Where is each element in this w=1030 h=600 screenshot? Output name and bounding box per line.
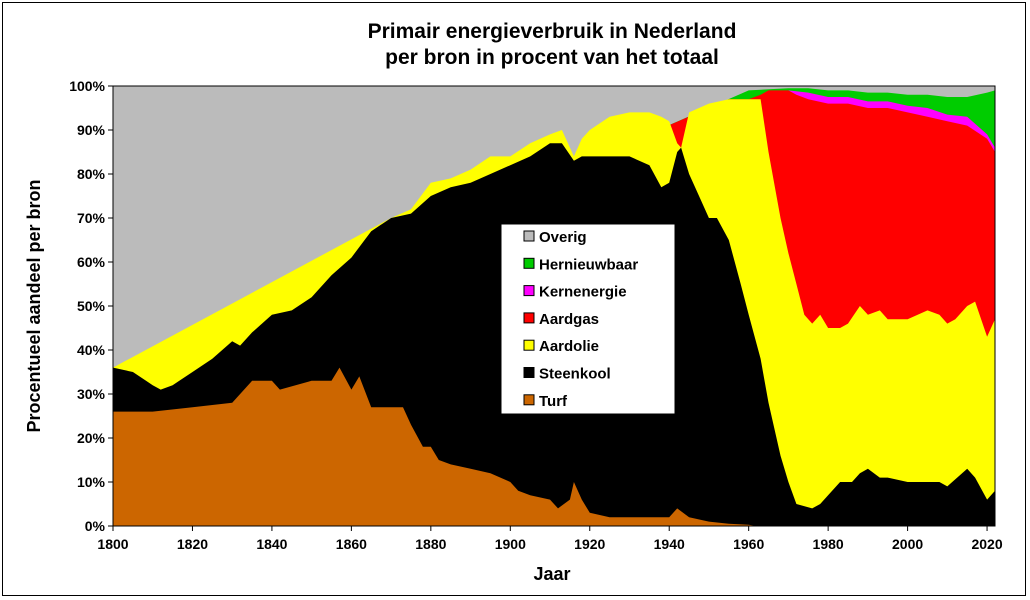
x-tick-label: 1980 <box>813 536 844 552</box>
legend-label-kernenergie: Kernenergie <box>539 284 627 301</box>
legend-label-hernieuwbaar: Hernieuwbaar <box>539 256 638 273</box>
y-tick-label: 0% <box>85 518 106 534</box>
legend-label-steenkool: Steenkool <box>539 366 611 383</box>
legend-swatch-turf <box>523 394 535 406</box>
y-tick-label: 70% <box>77 210 106 226</box>
x-tick-label: 1940 <box>654 536 685 552</box>
y-tick-label: 40% <box>77 342 106 358</box>
y-tick-label: 20% <box>77 430 106 446</box>
x-tick-label: 1880 <box>415 536 446 552</box>
x-tick-label: 1960 <box>733 536 764 552</box>
y-axis-label: Procentueel aandeel per bron <box>24 179 44 432</box>
x-tick-label: 1900 <box>495 536 526 552</box>
x-axis-label: Jaar <box>533 564 570 584</box>
y-tick-label: 50% <box>77 298 106 314</box>
y-tick-label: 60% <box>77 254 106 270</box>
legend-label-aardgas: Aardgas <box>539 311 599 328</box>
x-tick-label: 2020 <box>971 536 1002 552</box>
legend-label-aardolie: Aardolie <box>539 338 599 355</box>
y-tick-label: 90% <box>77 122 106 138</box>
y-tick-label: 80% <box>77 166 106 182</box>
x-tick-label: 1820 <box>177 536 208 552</box>
axis-ticks: 0% 10% 20% 30% 40% 50% 60% 70% 80% 90% 100% 1800 182… <box>69 78 1003 552</box>
legend-swatch-kernenergie <box>523 285 535 297</box>
x-tick-label: 2000 <box>892 536 923 552</box>
chart-title-line1: Primair energieverbruik in Nederland <box>368 20 737 43</box>
x-tick-label: 1920 <box>574 536 605 552</box>
legend-swatch-steenkool <box>523 367 535 378</box>
legend-swatch-overig <box>523 230 535 242</box>
legend-label-turf: Turf <box>539 393 568 410</box>
y-tick-label: 10% <box>77 474 106 490</box>
legend-swatch-aardgas <box>523 312 535 324</box>
legend-swatch-aardolie <box>523 339 535 351</box>
series-area-turf <box>113 367 995 526</box>
x-tick-label: 1800 <box>97 536 128 552</box>
chart-title-line2: per bron in procent van het totaal <box>385 46 719 69</box>
y-tick-label: 100% <box>69 78 105 94</box>
x-tick-label: 1860 <box>336 536 367 552</box>
legend: Overig Hernieuwbaar Kernenergie Aardgas Aard… <box>500 223 676 415</box>
legend-swatch-hernieuwbaar <box>523 257 535 269</box>
x-tick-label: 1840 <box>256 536 287 552</box>
y-tick-label: 30% <box>77 386 106 402</box>
legend-label-overig: Overig <box>539 229 587 246</box>
